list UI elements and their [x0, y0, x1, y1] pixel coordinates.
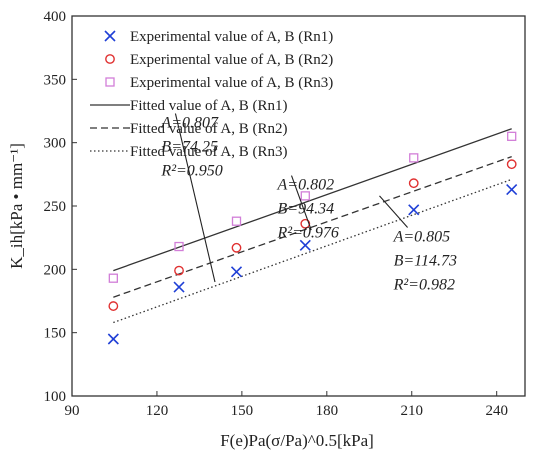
- data-point-rn1: [230, 266, 243, 278]
- data-point-rn2: [408, 178, 419, 189]
- annotation-text: R²=0.950: [160, 162, 222, 179]
- annotation-text: A=0.802: [277, 177, 335, 194]
- annotation-rn2: A=0.802 B=94.34 R²=0.976: [277, 175, 339, 242]
- data-point-rn2: [108, 301, 119, 311]
- fitted-line-rn1: [113, 128, 512, 272]
- legend-item: Experimental value of A, B (Rn2): [105, 52, 333, 68]
- legend-label: Fitted value of A, B (Rn1): [130, 98, 288, 114]
- data-point-rn2: [231, 242, 242, 253]
- annotation-text: B=94.34: [278, 201, 335, 218]
- x-tick-label: 120: [146, 403, 169, 419]
- legend-label: Fitted value of A, B (Rn2): [130, 121, 288, 137]
- annotation-rn1: A=0.805 B=114.73 R²=0.982: [379, 195, 457, 293]
- data-point-rn1: [173, 281, 185, 293]
- annotation-text: B=114.73: [394, 252, 457, 269]
- x-tick-label: 90: [65, 403, 80, 419]
- annotation-rn3: A=0.807 B=74.25 R²=0.950: [160, 113, 223, 283]
- legend-item: Experimental value of A, B (Rn1): [104, 29, 333, 45]
- data-point-rn1: [408, 204, 420, 216]
- data-point-rn3: [108, 273, 118, 283]
- annotation-leader-line: [379, 195, 409, 228]
- annotation-text: R²=0.982: [393, 276, 455, 293]
- fitted-line-rn2: [113, 155, 512, 298]
- annotation-text: A=0.807: [160, 114, 219, 131]
- data-point-rn1: [506, 183, 518, 196]
- legend-label: Fitted value of A, B (Rn3): [130, 144, 288, 160]
- data-point-rn1: [107, 333, 119, 345]
- legend-swatch: [104, 30, 116, 42]
- data-point-rn2: [506, 159, 517, 170]
- data-point-rn3: [409, 153, 419, 163]
- legend-label: Experimental value of A, B (Rn2): [130, 52, 333, 68]
- annotation-text: A=0.805: [393, 228, 451, 245]
- y-tick-label: 400: [44, 9, 67, 25]
- data-point-rn2: [174, 265, 184, 276]
- annotation-text: B=74.25: [161, 138, 218, 155]
- y-axis-title: K_ih[kPa • mm⁻¹]: [7, 143, 26, 269]
- legend-item: Fitted value of A, B (Rn3): [90, 144, 288, 160]
- legend-label: Experimental value of A, B (Rn1): [130, 29, 333, 45]
- legend-item: Experimental value of A, B (Rn3): [105, 75, 333, 91]
- data-point-rn3: [231, 216, 242, 226]
- legend-swatch: [105, 54, 115, 64]
- x-axis-title: F(e)Pa(σ/Pa)^0.5[kPa]: [220, 431, 374, 450]
- data-point-rn3: [507, 131, 517, 141]
- x-tick-label: 210: [401, 403, 424, 419]
- x-tick-label: 180: [316, 403, 339, 419]
- legend-swatch: [105, 77, 115, 87]
- legend-label: Experimental value of A, B (Rn3): [130, 75, 333, 91]
- fitted-line-rn3: [113, 178, 512, 324]
- y-tick-label: 250: [44, 199, 67, 215]
- y-tick-label: 150: [44, 326, 67, 342]
- y-tick-label: 100: [44, 389, 67, 405]
- data-point-rn3: [300, 191, 310, 201]
- data-point-rn3: [174, 241, 184, 252]
- legend-item: Fitted value of A, B (Rn2): [90, 121, 288, 137]
- y-tick-label: 200: [44, 262, 67, 278]
- legend-item: Fitted value of A, B (Rn1): [90, 98, 288, 114]
- data-point-rn1: [299, 239, 311, 251]
- x-tick-label: 150: [231, 403, 254, 419]
- annotation-text: R²=0.976: [277, 225, 339, 242]
- y-tick-label: 350: [44, 72, 67, 88]
- y-tick-label: 300: [44, 136, 67, 152]
- annotation-leader-line: [290, 175, 312, 231]
- annotation-leader-line: [174, 113, 216, 283]
- x-tick-label: 240: [485, 403, 508, 419]
